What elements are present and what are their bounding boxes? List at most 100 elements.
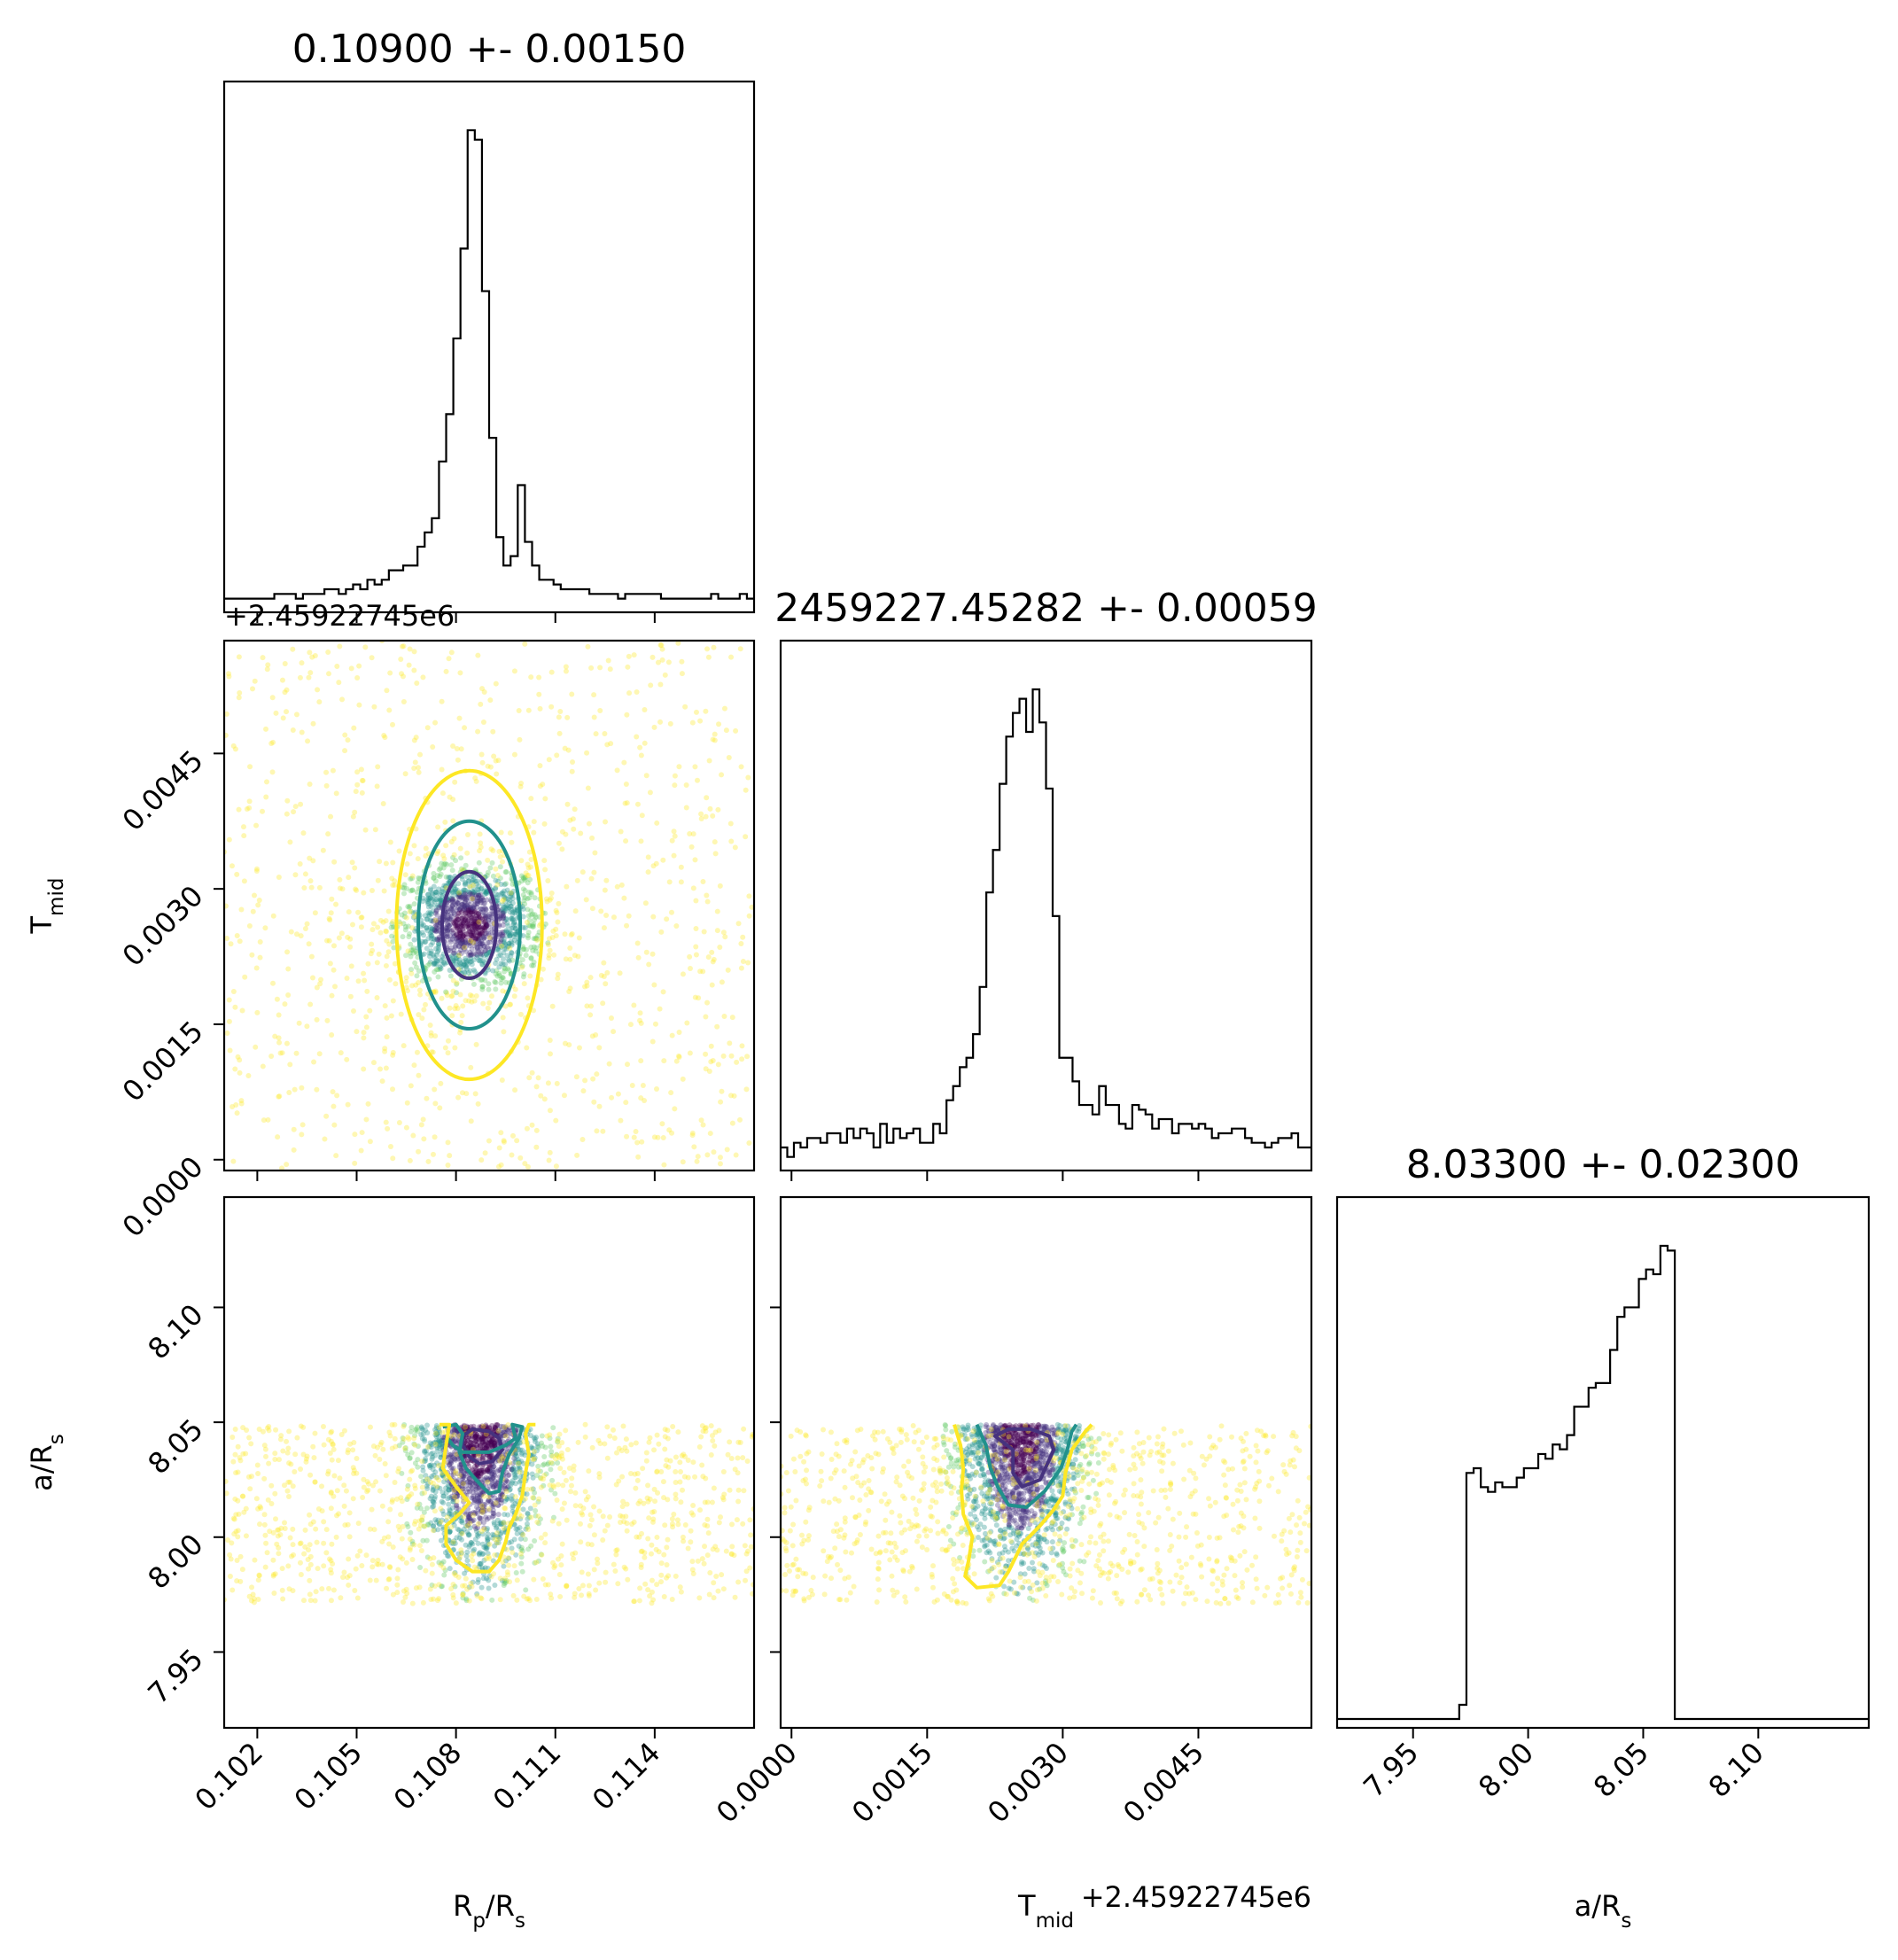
scatter-point [411,649,417,655]
scatter-point [968,1521,975,1528]
scatter-point [405,988,411,994]
scatter-point [621,1519,627,1525]
scatter-point [451,836,457,842]
scatter-point [1001,1535,1007,1541]
scatter-point [990,1421,996,1427]
scatter-point [372,827,378,833]
scatter-point [487,936,494,942]
scatter-point [281,1482,287,1489]
scatter-point [586,1592,592,1598]
scatter-point [284,811,290,817]
scatter-point [429,1561,435,1567]
scatter-point [485,857,491,863]
scatter-point [435,1527,441,1533]
scatter-point [270,913,276,919]
scatter-point [434,873,440,879]
scatter-point [461,1474,467,1481]
scatter-point [532,912,538,918]
scatter-point [650,951,656,957]
scatter-point [568,932,574,938]
scatter-point [435,926,441,932]
scatter-point [367,1577,373,1583]
scatter-point [256,1572,262,1578]
scatter-point [339,696,346,703]
scatter-point [577,1521,583,1527]
scatter-point [238,906,245,913]
scatter-point [278,1525,284,1531]
scatter-point [1039,1513,1046,1519]
scatter-point [499,1457,505,1463]
scatter-point [485,1433,491,1439]
scatter-point [483,1575,489,1582]
scatter-point [528,945,534,951]
scatter-point [689,719,696,726]
scatter-point [704,1152,711,1158]
scatter-point [463,910,469,916]
scatter-point [407,1476,413,1482]
scatter-point [246,1435,253,1441]
scatter-point [492,1440,498,1446]
scatter-point [947,1537,953,1544]
scatter-point [457,1462,463,1468]
scatter-point [535,1075,541,1081]
scatter-point [690,1459,696,1466]
scatter-point [564,1583,570,1589]
scatter-point [308,884,315,891]
scatter-point [665,659,672,665]
scatter-point [483,919,489,925]
scatter-point [1059,1521,1065,1527]
scatter-point [715,1062,721,1068]
scatter-point [970,1553,976,1559]
scatter-point [228,941,234,947]
scatter-point [634,1471,641,1477]
scatter-point [497,1492,503,1498]
scatter-point [1006,1523,1012,1529]
scatter-point [416,875,422,881]
scatter-point [502,1451,508,1458]
scatter-point [253,965,260,971]
scatter-point [292,1469,298,1475]
scatter-point [339,886,346,892]
scatter-point [333,790,339,797]
scatter-point [394,1575,401,1582]
scatter-point [520,1460,526,1466]
scatter-point [323,769,330,775]
scatter-point [324,937,331,944]
scatter-point [451,1468,457,1474]
scatter-point [486,1541,493,1547]
scatter-point [465,1521,471,1528]
scatter-point [729,1015,735,1021]
scatter-point [498,829,504,836]
scatter-point [460,914,466,920]
scatter-point [256,1427,262,1433]
scatter-point [463,914,470,920]
scatter-point [546,952,552,958]
scatter-point [689,1559,696,1565]
scatter-point [463,957,470,963]
scatter-point [404,1100,410,1106]
scatter-point [345,737,351,743]
scatter-point [466,1513,472,1520]
scatter-point [423,938,429,945]
scatter-point [458,1467,464,1474]
scatter-point [435,1517,441,1523]
scatter-point [419,1435,425,1442]
scatter-point [508,906,514,913]
scatter-point [385,908,392,914]
scatter-point [545,878,551,884]
scatter-point [1048,1496,1054,1502]
scatter-point [433,922,439,928]
scatter-point [246,1593,253,1599]
scatter-point [547,1432,553,1438]
scatter-point [486,1453,492,1459]
scatter-point [502,1479,508,1485]
scatter-point [262,1564,268,1570]
scatter-point [432,1583,438,1590]
scatter-point [287,839,293,845]
scatter-point [606,1061,612,1067]
scatter-point [505,1572,511,1578]
scatter-point [234,1110,240,1116]
scatter-point [457,1482,463,1488]
scatter-point [456,1473,463,1479]
scatter-point [462,895,468,901]
